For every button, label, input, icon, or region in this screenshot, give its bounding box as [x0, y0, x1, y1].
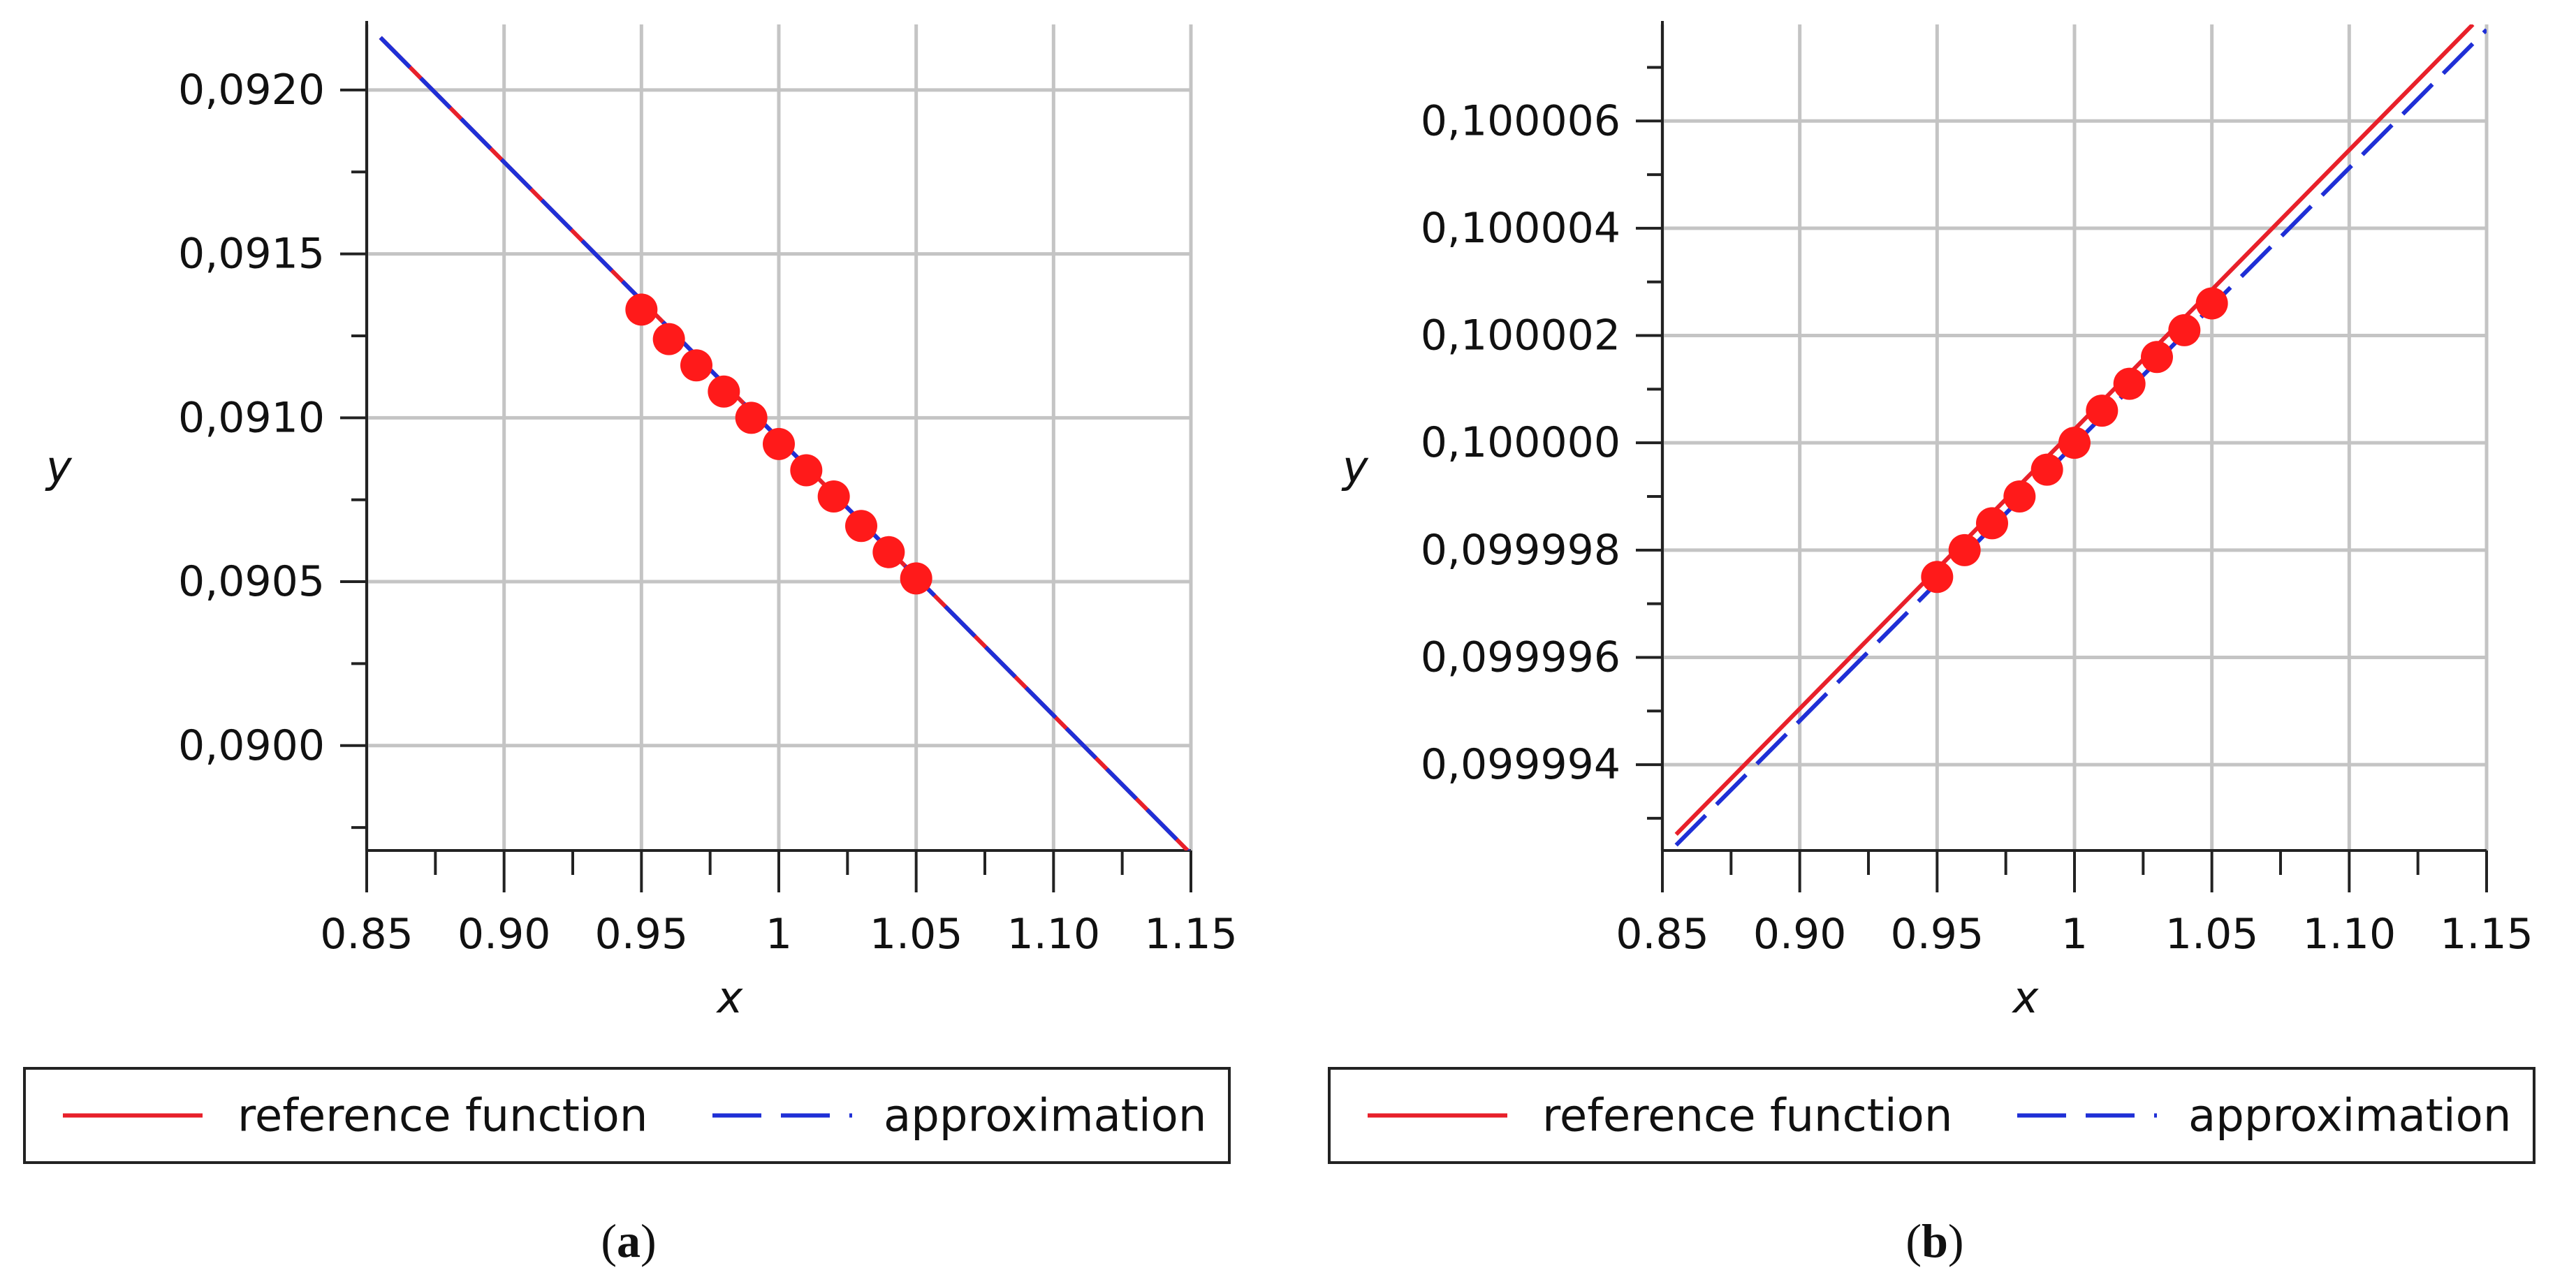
- x-tick-label: 1.15: [2440, 910, 2533, 959]
- data-point: [1948, 533, 1981, 566]
- data-point: [708, 375, 740, 408]
- data-point: [680, 349, 712, 382]
- caption-letter: b: [1922, 1214, 1948, 1267]
- data-point: [2195, 287, 2228, 320]
- data-point: [790, 454, 823, 487]
- data-point: [2058, 427, 2091, 459]
- y-axis-label: y: [1341, 441, 1369, 492]
- x-tick-label: 0.85: [1616, 910, 1709, 959]
- legend: reference function approximation: [1328, 1067, 2535, 1164]
- data-point: [735, 401, 768, 434]
- panel-caption: (a): [601, 1214, 656, 1267]
- y-tick-label: 0,100000: [1421, 418, 1620, 467]
- x-tick-label: 1.05: [2165, 910, 2259, 959]
- x-tick-label: 0.85: [320, 910, 414, 959]
- y-tick-label: 0,0905: [178, 557, 325, 606]
- data-point: [845, 510, 877, 543]
- caption-paren-close: ): [641, 1214, 657, 1267]
- data-point: [652, 323, 685, 355]
- legend-label-approximation: approximation: [884, 1091, 1206, 1142]
- y-tick-label: 0,0920: [178, 66, 325, 115]
- x-tick-label: 0.95: [1891, 910, 1984, 959]
- caption-paren-close: ): [1948, 1214, 1964, 1267]
- data-point: [1976, 507, 2008, 540]
- legend-label-approximation: approximation: [2188, 1091, 2511, 1142]
- x-tick-label: 1: [2061, 910, 2088, 959]
- x-axis-label: x: [716, 972, 744, 1023]
- data-point: [625, 293, 658, 326]
- y-tick-label: 0,100002: [1421, 311, 1620, 360]
- x-tick-label: 1.10: [1007, 910, 1101, 959]
- panel-a: 0.85 0.90 0.95 1 1.05 1.10 1.15 0,0900 0,0905 0,0…: [23, 21, 1238, 1267]
- data-point: [817, 480, 850, 513]
- y-tick-label: 0,100004: [1421, 204, 1620, 253]
- y-tick-label: 0,100006: [1421, 96, 1620, 145]
- legend-label-reference: reference function: [237, 1091, 647, 1142]
- data-point: [1921, 561, 1954, 594]
- legend-box: [1328, 1067, 2535, 1164]
- data-point: [2141, 341, 2173, 374]
- y-tick-label: 0,099996: [1421, 633, 1620, 681]
- x-tick-label: 0.90: [458, 910, 551, 959]
- panel-caption: (b): [1905, 1214, 1963, 1267]
- x-tick-label: 1.15: [1144, 910, 1238, 959]
- legend: reference function approximation: [23, 1067, 1231, 1164]
- x-tick-label: 1.10: [2303, 910, 2396, 959]
- x-tick-label: 1.05: [870, 910, 963, 959]
- data-point: [2003, 480, 2036, 513]
- caption-paren-open: (: [601, 1214, 617, 1267]
- panel-b: 0.85 0.90 0.95 1 1.05 1.10 1.15 0,099994 0,09999…: [1328, 21, 2535, 1267]
- y-tick-label: 0,0915: [178, 230, 325, 279]
- y-tick-label: 0,099998: [1421, 526, 1620, 575]
- legend-label-reference: reference function: [1542, 1091, 1952, 1142]
- y-axis-label: y: [45, 441, 73, 492]
- x-tick-label: 0.90: [1753, 910, 1847, 959]
- data-point: [763, 427, 795, 460]
- data-point: [2168, 314, 2201, 346]
- data-point: [872, 536, 905, 568]
- x-axis-label: x: [2012, 972, 2040, 1023]
- y-tick-label: 0,0910: [178, 393, 325, 442]
- y-tick-label: 0,099994: [1421, 740, 1620, 789]
- data-point: [900, 562, 932, 595]
- caption-paren-open: (: [1905, 1214, 1922, 1267]
- data-point: [2113, 367, 2146, 400]
- x-tick-label: 1: [766, 910, 792, 959]
- y-tick-label: 0,0900: [178, 721, 325, 770]
- x-tick-label: 0.95: [595, 910, 689, 959]
- legend-box: [23, 1067, 1231, 1164]
- caption-letter: a: [617, 1214, 641, 1267]
- data-point: [2086, 395, 2118, 427]
- data-point: [2030, 453, 2063, 486]
